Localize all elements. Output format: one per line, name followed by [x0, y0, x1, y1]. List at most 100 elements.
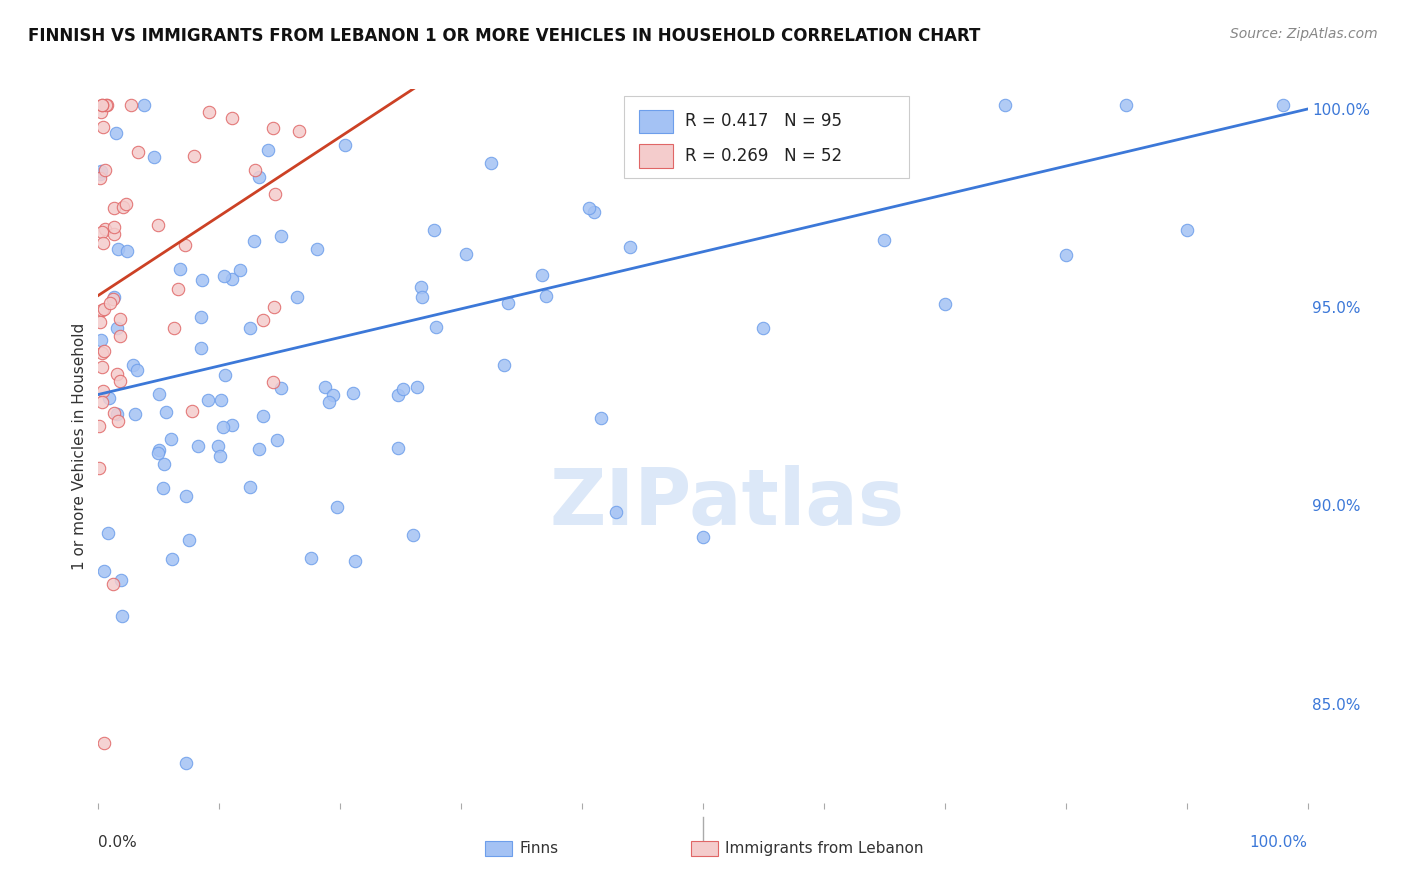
Point	[152, 481, 174, 495]
Point	[813, 118, 835, 132]
Point	[322, 388, 344, 402]
Point	[174, 238, 197, 252]
Point	[411, 290, 433, 304]
Point	[110, 329, 132, 343]
Point	[481, 156, 503, 170]
Point	[110, 573, 132, 587]
Text: 0.0%: 0.0%	[98, 835, 138, 850]
Point	[159, 432, 181, 446]
Point	[423, 222, 446, 236]
Point	[127, 145, 149, 159]
Point	[90, 333, 112, 347]
Point	[591, 411, 613, 425]
Text: R = 0.269   N = 52: R = 0.269 N = 52	[685, 146, 842, 164]
Point	[103, 220, 125, 235]
Point	[190, 342, 212, 356]
Point	[174, 489, 197, 503]
Point	[108, 311, 131, 326]
Point	[333, 137, 356, 152]
Point	[90, 164, 112, 178]
Point	[91, 303, 114, 318]
Point	[605, 505, 627, 519]
Point	[873, 233, 896, 247]
Text: FINNISH VS IMMIGRANTS FROM LEBANON 1 OR MORE VEHICLES IN HOUSEHOLD CORRELATION C: FINNISH VS IMMIGRANTS FROM LEBANON 1 OR …	[28, 27, 980, 45]
Point	[262, 121, 284, 136]
Point	[89, 167, 111, 181]
Point	[221, 417, 243, 432]
Point	[208, 449, 231, 463]
Point	[169, 261, 191, 276]
Point	[387, 388, 409, 402]
Point	[190, 273, 212, 287]
Point	[89, 315, 111, 329]
Point	[243, 162, 266, 177]
Point	[301, 551, 323, 566]
Point	[247, 169, 270, 184]
Point	[148, 387, 170, 401]
Point	[183, 149, 205, 163]
Point	[93, 343, 115, 358]
Point	[314, 380, 336, 394]
Point	[198, 105, 221, 120]
Point	[125, 363, 148, 377]
Point	[101, 292, 124, 306]
Text: ZIPatlas: ZIPatlas	[550, 465, 904, 541]
Point	[1054, 248, 1077, 262]
Point	[89, 170, 111, 185]
Point	[692, 531, 714, 545]
Bar	[638, 110, 673, 134]
Point	[103, 201, 125, 215]
Point	[98, 392, 121, 406]
Point	[263, 300, 285, 314]
Point	[257, 144, 280, 158]
Point	[263, 186, 285, 201]
Point	[270, 228, 292, 243]
Point	[90, 225, 112, 239]
Point	[91, 98, 114, 112]
Point	[994, 98, 1017, 112]
Point	[239, 480, 262, 494]
Point	[229, 262, 252, 277]
Bar	[690, 840, 717, 856]
Point	[318, 395, 340, 409]
Point	[305, 242, 328, 256]
Point	[124, 408, 146, 422]
Point	[190, 310, 212, 324]
Point	[187, 439, 209, 453]
Point	[1115, 98, 1137, 112]
Point	[105, 367, 128, 381]
Point	[496, 295, 519, 310]
Point	[1175, 222, 1198, 236]
Point	[167, 282, 190, 296]
Point	[247, 442, 270, 457]
Point	[94, 222, 117, 236]
Bar	[624, 96, 908, 178]
Point	[121, 358, 143, 372]
Point	[174, 756, 197, 771]
Point	[91, 98, 114, 112]
Point	[93, 564, 115, 578]
Point	[402, 528, 425, 542]
Point	[1272, 98, 1295, 112]
Point	[153, 458, 176, 472]
Point	[342, 386, 364, 401]
Point	[91, 120, 114, 135]
Point	[494, 358, 516, 372]
Point	[266, 433, 288, 447]
Point	[90, 104, 112, 119]
Y-axis label: 1 or more Vehicles in Household: 1 or more Vehicles in Household	[72, 322, 87, 570]
Point	[197, 392, 219, 407]
Point	[405, 379, 427, 393]
Point	[91, 384, 114, 398]
Point	[111, 609, 134, 624]
Point	[90, 346, 112, 360]
Point	[107, 242, 129, 256]
Point	[87, 461, 110, 475]
Point	[209, 393, 232, 408]
Point	[94, 98, 117, 112]
Point	[252, 313, 274, 327]
Point	[134, 98, 156, 112]
Point	[252, 409, 274, 423]
Point	[105, 407, 128, 421]
Point	[262, 376, 284, 390]
